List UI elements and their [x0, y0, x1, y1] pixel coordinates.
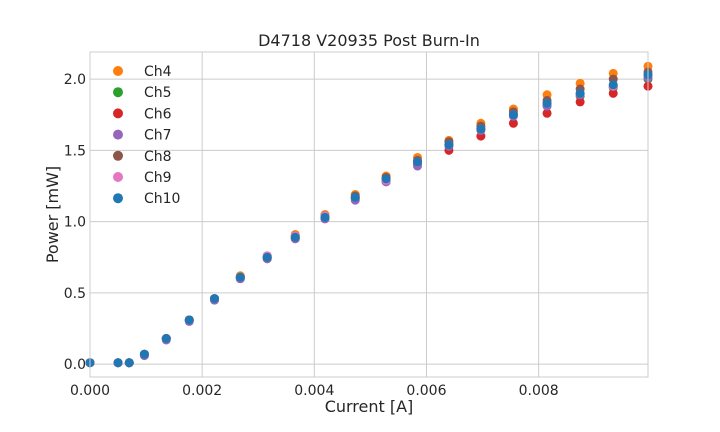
data-point: [542, 108, 552, 118]
legend-marker: [113, 193, 123, 204]
data-point: [575, 97, 585, 107]
data-point: [235, 272, 245, 282]
y-tick-label: 1.5: [64, 143, 86, 159]
legend-label: Ch10: [144, 191, 180, 207]
legend-marker: [113, 129, 123, 140]
y-tick-label: 0.0: [64, 357, 86, 373]
legend-label: Ch4: [144, 64, 172, 80]
series-ch10: [85, 70, 653, 368]
data-point: [262, 252, 272, 262]
plot-frame: [89, 51, 649, 378]
legend-label: Ch7: [144, 128, 172, 144]
data-point: [209, 294, 219, 304]
y-tick-label: 0.5: [64, 286, 86, 302]
data-point: [184, 315, 194, 325]
data-point: [290, 232, 300, 242]
data-point: [608, 88, 618, 98]
y-axis-ticks: 0.0 0.5 1.0 1.5 2.0: [64, 72, 86, 373]
x-tick-label: 0.008: [519, 383, 559, 399]
data-point: [124, 358, 134, 368]
data-point: [161, 334, 171, 344]
y-tick-label: 1.0: [64, 215, 86, 231]
data-point: [381, 174, 391, 184]
legend-label: Ch5: [144, 85, 172, 101]
legend-marker: [113, 108, 123, 119]
legend: Ch4 Ch5 Ch6 Ch7 Ch8 Ch9 Ch10: [113, 64, 180, 207]
data-point: [413, 157, 423, 167]
legend-marker: [113, 172, 123, 182]
data-point: [508, 110, 518, 120]
legend-label: Ch6: [144, 106, 172, 122]
y-tick-label: 2.0: [64, 72, 86, 88]
data-point: [113, 358, 123, 368]
data-point: [139, 349, 149, 359]
data-point: [444, 140, 454, 150]
legend-label: Ch8: [144, 149, 172, 165]
legend-marker: [113, 150, 123, 161]
data-point: [542, 98, 552, 108]
x-tick-label: 0.004: [294, 383, 334, 399]
x-axis-title: Current [A]: [325, 397, 414, 416]
x-tick-label: 0.002: [182, 383, 222, 399]
data-point: [350, 192, 360, 202]
x-axis-ticks: 0.000 0.002 0.004 0.006 0.008: [70, 383, 559, 399]
legend-marker: [113, 66, 123, 76]
chart-title: D4718 V20935 Post Burn-In: [258, 31, 480, 50]
plot-background: [90, 52, 648, 377]
y-axis-title: Power [mW]: [43, 166, 62, 263]
data-point: [575, 88, 585, 98]
x-tick-label: 0.000: [70, 383, 110, 399]
data-point: [320, 212, 330, 222]
x-tick-label: 0.006: [406, 383, 446, 399]
legend-label: Ch9: [144, 170, 172, 186]
legend-marker: [113, 87, 123, 98]
data-point: [476, 124, 486, 134]
data-point: [508, 118, 518, 128]
data-point: [608, 80, 618, 90]
data-points: [85, 61, 653, 368]
grid-lines: [89, 52, 648, 377]
